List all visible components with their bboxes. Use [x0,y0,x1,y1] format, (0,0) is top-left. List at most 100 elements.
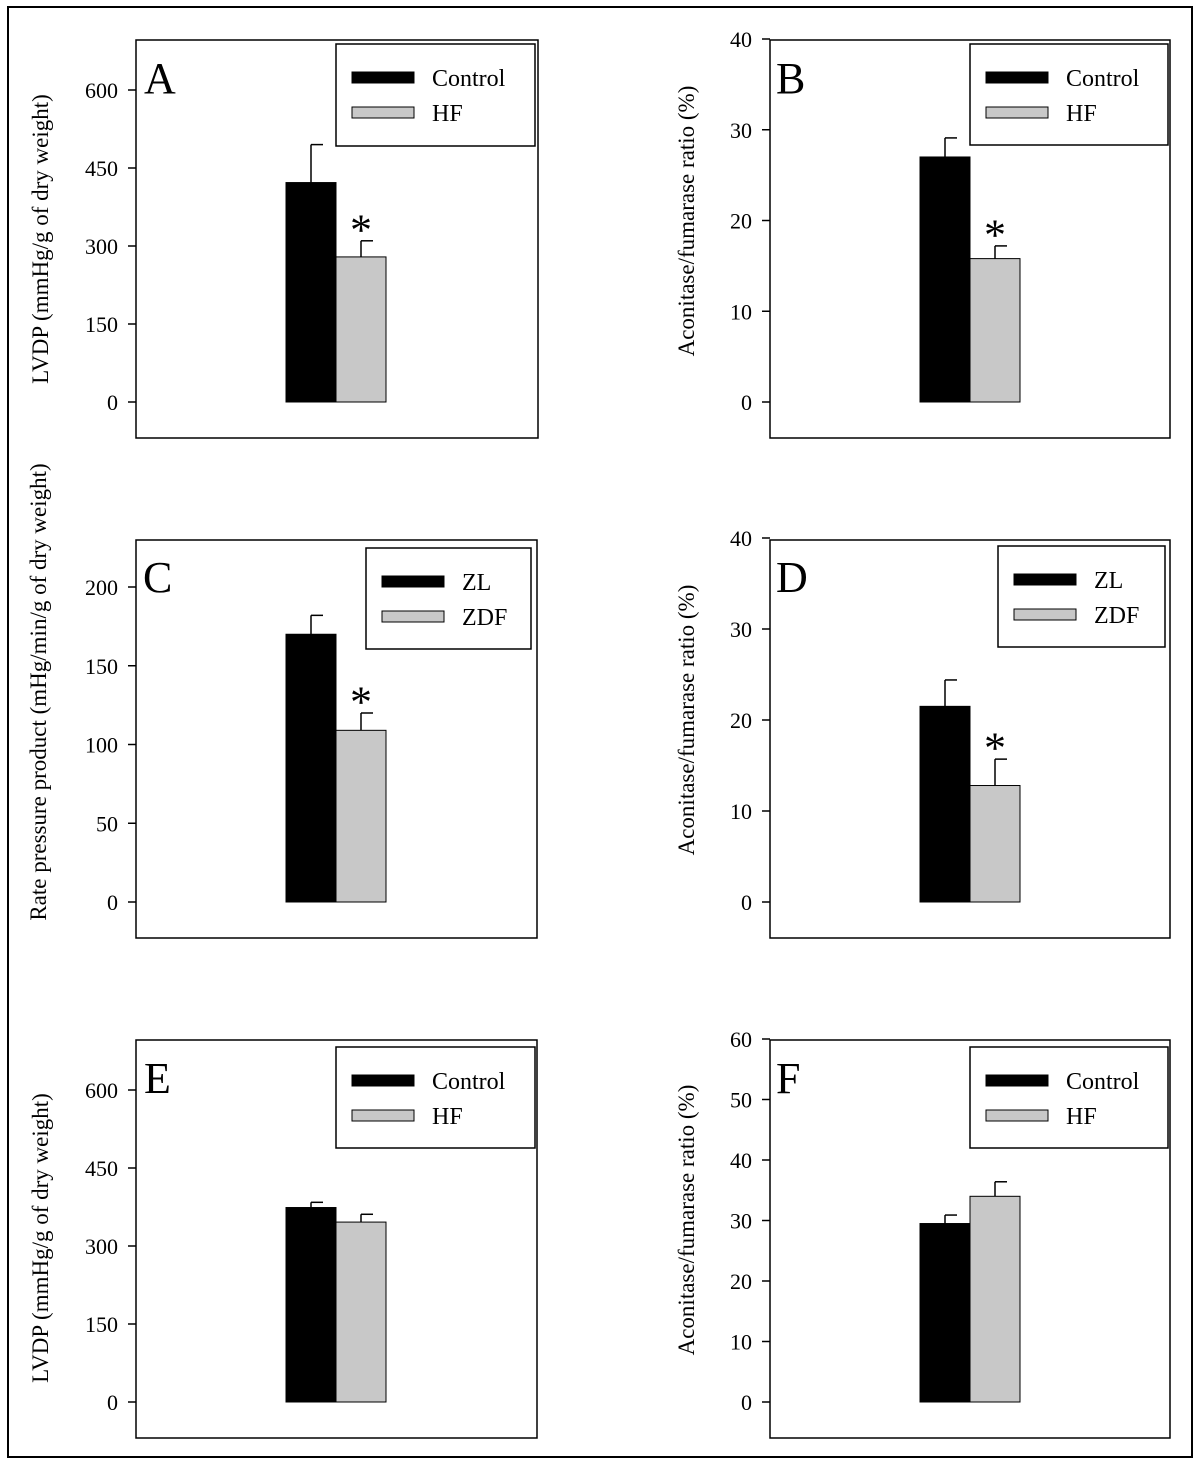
legend-label: Control [1066,66,1140,92]
legend-label: HF [1066,101,1097,127]
legend-swatch [1013,608,1077,621]
legend: Control HF [335,43,536,147]
significance-marker: * [984,211,1006,260]
panel-letter: B [776,54,805,103]
y-tick-label: 0 [107,1390,118,1415]
y-tick-label: 600 [85,78,118,103]
y-tick-label: 450 [85,156,118,181]
y-tick-label: 100 [85,733,118,758]
y-tick-label: 150 [85,1312,118,1337]
legend-swatch [351,106,415,119]
y-tick-label: 30 [730,118,752,143]
y-tick-label: 0 [741,890,752,915]
bar-zdf [969,785,1021,903]
bar-control [919,1223,971,1403]
legend-swatch [351,71,415,84]
y-tick-label: 450 [85,1156,118,1181]
y-axis-label: Aconitase/fumarase ratio (%) [674,86,699,357]
y-tick-label: 30 [730,617,752,642]
legend: Control HF [969,43,1169,146]
legend-label: Control [432,1069,506,1095]
y-tick-label: 300 [85,234,118,259]
legend-label: ZL [462,570,491,596]
y-tick-label: 0 [107,390,118,415]
y-tick-label: 10 [730,299,752,324]
significance-marker: * [350,678,372,727]
legend-swatch [985,106,1049,119]
y-axis-label: Aconitase/fumarase ratio (%) [674,1085,699,1356]
legend-label: Control [432,66,506,92]
y-axis-label: LVDP (mmHg/g of dry weight) [28,1093,53,1383]
panel-letter: F [776,1054,800,1103]
y-tick-label: 20 [730,708,752,733]
y-tick-label: 40 [730,27,752,52]
panel-b: 0 10 20 30 40 Aconitase/fumarase ratio (%) B * C… [674,27,1171,439]
y-tick-label: 20 [730,1269,752,1294]
legend-swatch [985,1109,1049,1122]
bar-hf [335,256,387,403]
panel-e: 0 150 300 450 600 LVDP (mmHg/g of dry weight)… [28,1039,538,1439]
figure-border [7,6,1193,1458]
legend-label: ZL [1094,568,1123,594]
significance-marker: * [350,205,372,254]
y-tick-label: 0 [107,890,118,915]
panel-f: 0 10 20 30 40 50 60 Aconitase/fumarase ratio (%… [674,1027,1171,1439]
legend-box [335,1046,536,1149]
legend-swatch [985,1074,1049,1087]
y-tick-label: 40 [730,526,752,551]
legend-label: HF [432,101,463,127]
bar-control [285,1207,337,1403]
bar-zl [919,705,971,903]
y-tick-label: 50 [96,811,118,836]
legend-swatch [351,1074,415,1087]
y-axis-label: Rate pressure product (mHg/min/g of dry … [26,463,51,920]
panel-letter: E [144,1054,171,1103]
y-tick-label: 0 [741,390,752,415]
y-tick-label: 50 [730,1088,752,1113]
significance-marker: * [984,724,1006,773]
y-tick-label: 30 [730,1209,752,1234]
panel-d: 0 10 20 30 40 Aconitase/fumarase ratio (%) D * Z… [674,526,1171,939]
y-tick-label: 150 [85,654,118,679]
legend-label: Control [1066,1069,1140,1095]
plot-frame [769,39,1171,439]
y-tick-label: 10 [730,799,752,824]
y-tick-label: 150 [85,312,118,337]
y-tick-label: 40 [730,1148,752,1173]
y-axis-label: LVDP (mmHg/g of dry weight) [28,94,53,384]
bar-hf [335,1221,387,1403]
panel-a: 0 150 300 450 600 LVDP (mmHg/g of dry weight)… [28,39,539,439]
plot-frame [135,539,538,939]
y-tick-label: 200 [85,575,118,600]
plot-frame [769,539,1171,939]
bar-zdf [335,729,387,903]
y-tick-label: 0 [741,1390,752,1415]
bar-control [919,156,971,403]
panel-letter: A [144,54,176,103]
legend-label: HF [1066,1104,1097,1130]
legend-swatch [381,575,445,588]
y-tick-label: 300 [85,1234,118,1259]
legend-swatch [351,1109,415,1122]
legend-box [969,1046,1169,1149]
legend-swatch [985,71,1049,84]
legend-box [997,545,1166,648]
legend-swatch [1013,573,1077,586]
y-axis-label: Aconitase/fumarase ratio (%) [674,585,699,856]
legend: ZL ZDF [997,545,1166,648]
legend: Control HF [335,1046,536,1149]
y-tick-label: 600 [85,1078,118,1103]
y-tick-label: 60 [730,1027,752,1052]
bar-hf [969,258,1021,403]
legend-label: ZDF [462,605,507,631]
legend: ZL ZDF [365,547,532,650]
plot-frame [769,1039,1171,1439]
legend-label: ZDF [1094,603,1139,629]
legend-box [335,43,536,147]
panel-letter: C [143,553,172,602]
bar-hf [969,1195,1021,1403]
plot-frame [135,39,539,439]
plot-frame [135,1039,538,1439]
legend-swatch [381,610,445,623]
